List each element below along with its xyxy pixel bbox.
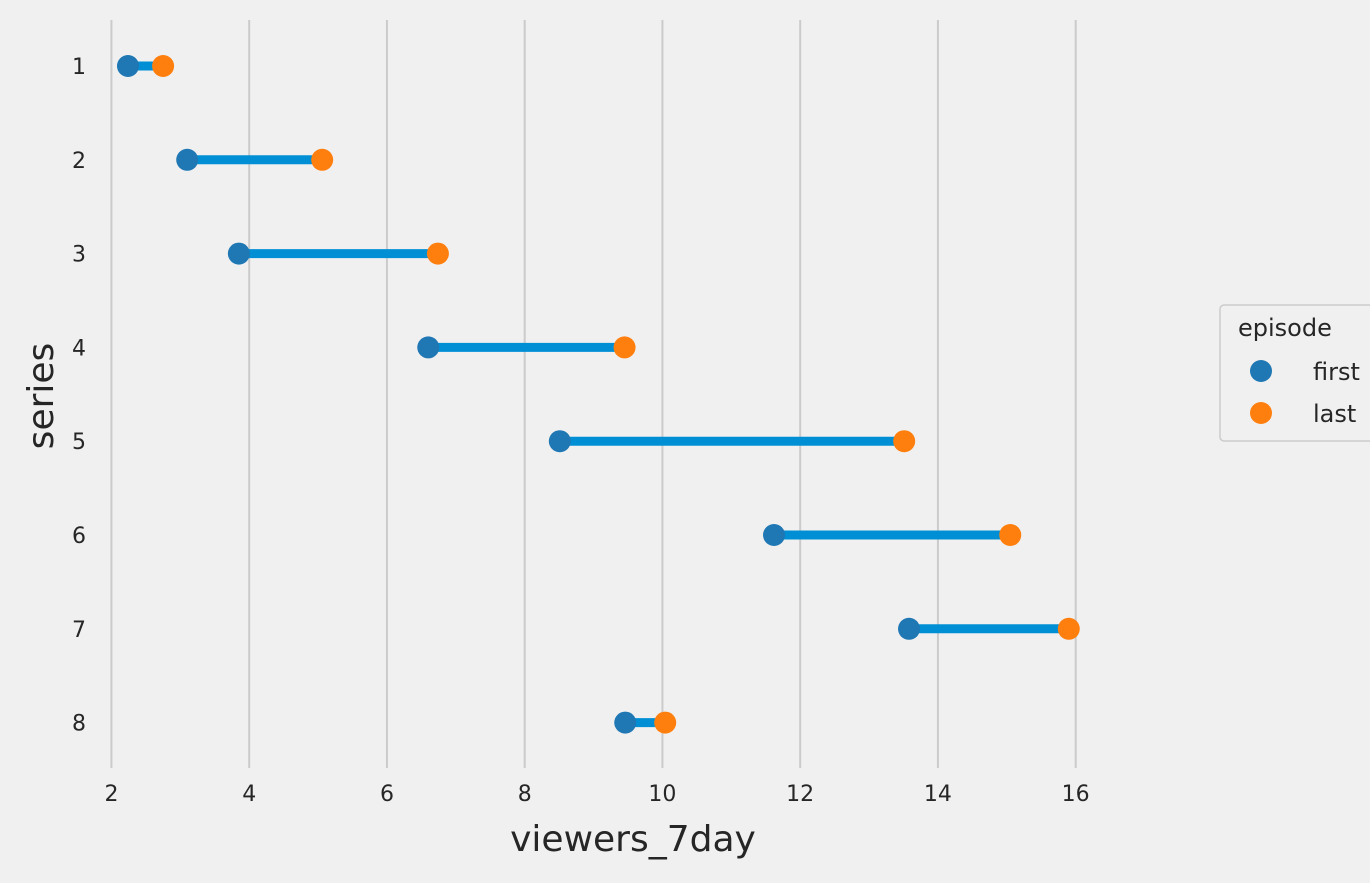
- x-tick-label-6: 6: [380, 782, 394, 807]
- x-tick-label-8: 8: [518, 782, 532, 807]
- x-tick-label-4: 4: [242, 782, 256, 807]
- y-tick-label-3: 3: [72, 243, 86, 268]
- x-tick-label-10: 10: [648, 782, 676, 807]
- point-last-series-4: [613, 336, 636, 359]
- y-tick-label-1: 1: [72, 55, 86, 80]
- legend-marker-first: [1250, 360, 1272, 382]
- y-axis-title: series: [21, 343, 62, 450]
- point-first-series-2: [176, 148, 199, 171]
- y-tick-label-8: 8: [72, 712, 86, 737]
- x-tick-label-16: 16: [1062, 782, 1090, 807]
- point-last-series-8: [654, 711, 677, 734]
- legend-label-last: last: [1313, 400, 1356, 428]
- x-tick-labels: 2 4 6 8 10 12 14 16: [104, 782, 1089, 807]
- y-tick-label-4: 4: [72, 336, 86, 361]
- y-tick-label-6: 6: [72, 524, 86, 549]
- point-last-series-2: [311, 148, 334, 171]
- point-first-series-3: [227, 242, 250, 265]
- point-first-series-6: [763, 524, 786, 546]
- grid-layer: [110, 20, 1077, 768]
- x-tick-label-14: 14: [924, 782, 952, 807]
- point-last-series-7: [1057, 617, 1080, 640]
- point-last-series-1: [152, 55, 175, 77]
- point-first-series-5: [548, 430, 571, 453]
- legend-label-first: first: [1313, 358, 1360, 386]
- point-last-series-6: [999, 524, 1022, 546]
- legend-title: episode: [1238, 314, 1332, 342]
- x-tick-label-2: 2: [104, 782, 118, 807]
- y-tick-label-5: 5: [72, 430, 86, 455]
- point-last-series-3: [426, 242, 449, 265]
- y-tick-label-7: 7: [72, 618, 86, 643]
- y-tick-labels: 1 2 3 4 5 6 7 8: [72, 55, 86, 737]
- x-axis-title: viewers_7day: [510, 819, 756, 860]
- y-tick-label-2: 2: [72, 149, 86, 174]
- point-first-series-7: [898, 617, 921, 640]
- legend-marker-last: [1250, 402, 1272, 424]
- connector-lines: [127, 61, 1069, 728]
- x-tick-label-12: 12: [786, 782, 814, 807]
- point-last-series-5: [893, 430, 916, 453]
- point-first-series-1: [116, 55, 139, 77]
- point-first-series-8: [614, 711, 637, 734]
- point-first-series-4: [417, 336, 440, 359]
- legend: episode first last: [1219, 304, 1370, 442]
- data-points: [116, 55, 1080, 734]
